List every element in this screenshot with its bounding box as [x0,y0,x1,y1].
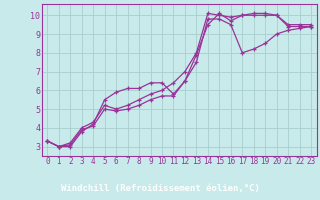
Text: Windchill (Refroidissement éolien,°C): Windchill (Refroidissement éolien,°C) [60,184,260,193]
